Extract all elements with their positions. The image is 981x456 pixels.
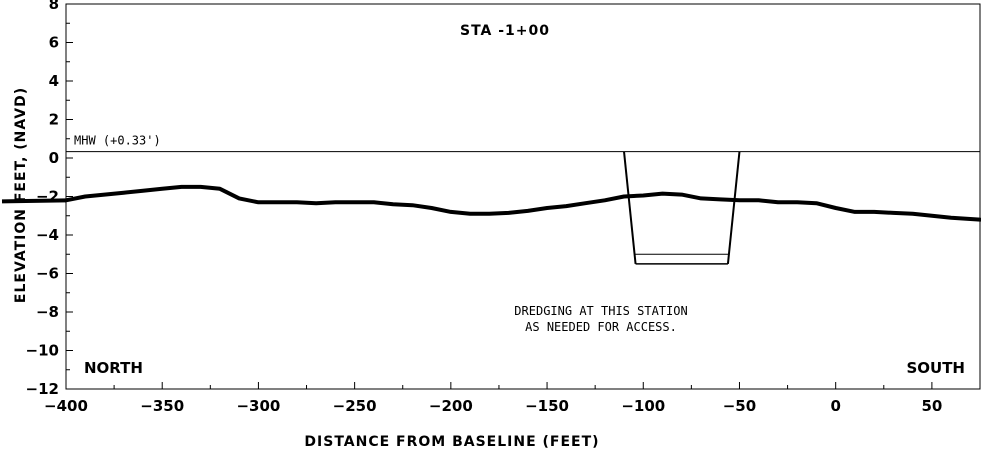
dredging-note-line-2: AS NEEDED FOR ACCESS. xyxy=(525,320,677,334)
y-tick-label: −10 xyxy=(26,342,59,360)
ground-profile-extension xyxy=(2,200,66,201)
y-tick-label: −8 xyxy=(36,303,59,321)
plot-frame xyxy=(66,4,980,389)
x-tick-label: −300 xyxy=(236,397,280,415)
dredge-left-slope xyxy=(624,152,636,264)
dredge-template xyxy=(624,152,739,264)
y-axis-title: ELEVATION FEET, (NAVD) xyxy=(13,87,29,303)
y-tick-label: −6 xyxy=(36,265,59,283)
ground-profile-line xyxy=(66,187,980,220)
x-tick-label: 0 xyxy=(830,397,840,415)
x-tick-label: −400 xyxy=(44,397,88,415)
north-label: NORTH xyxy=(84,359,143,377)
x-axis-ticks: −400 −350 −300 −250 −200 −150 −100 −50 0 50 xyxy=(44,382,942,415)
x-tick-label: −250 xyxy=(333,397,377,415)
x-tick-label: −150 xyxy=(525,397,569,415)
y-tick-label: −12 xyxy=(26,380,59,398)
y-tick-label: 2 xyxy=(49,111,59,129)
y-tick-label: 6 xyxy=(49,34,59,52)
y-tick-label: 4 xyxy=(49,72,59,90)
mhw-label: MHW (+0.33') xyxy=(74,134,161,148)
x-tick-label: −350 xyxy=(140,397,184,415)
x-tick-label: −200 xyxy=(429,397,473,415)
series-layer xyxy=(2,187,980,220)
x-tick-label: 50 xyxy=(921,397,942,415)
x-tick-label: −100 xyxy=(621,397,665,415)
chart-title: STA -1+00 xyxy=(460,23,550,39)
y-tick-label: −4 xyxy=(36,226,59,244)
south-label: SOUTH xyxy=(906,359,965,377)
x-tick-label: −50 xyxy=(723,397,756,415)
y-tick-label: 8 xyxy=(49,0,59,13)
x-axis-title: DISTANCE FROM BASELINE (FEET) xyxy=(304,434,599,450)
dredge-right-slope xyxy=(728,152,740,264)
y-tick-label: 0 xyxy=(49,149,59,167)
plot-area: −400 −350 −300 −250 −200 −150 −100 −50 0 50 −12−1… xyxy=(2,0,980,415)
dredging-note-line-1: DREDGING AT THIS STATION xyxy=(514,304,687,318)
y-tick-label: −2 xyxy=(36,188,59,206)
